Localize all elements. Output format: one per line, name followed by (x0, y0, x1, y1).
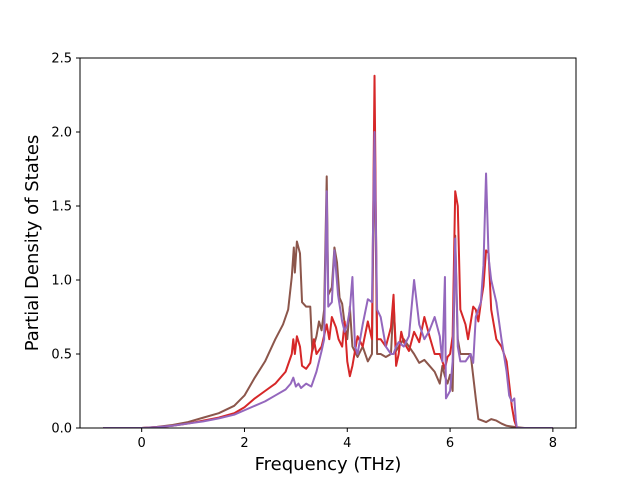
series-layer (103, 74, 553, 428)
y-tick-label: 1.0 (51, 274, 72, 289)
x-tick-label: 8 (549, 436, 557, 451)
series-line-3 (103, 131, 553, 428)
y-tick-label: 0.0 (51, 422, 72, 437)
y-axis-ticks: 0.0 0.5 1.0 1.5 2.0 2.5 (51, 52, 80, 437)
y-tick-label: 1.5 (51, 200, 72, 215)
x-tick-label: 2 (240, 436, 248, 451)
x-tick-label: 4 (343, 436, 351, 451)
plot-frame (79, 57, 577, 429)
series-line-2 (103, 74, 553, 428)
y-axis-label: Partial Density of States (22, 135, 43, 352)
y-tick-label: 2.5 (51, 52, 72, 67)
y-tick-label: 2.0 (51, 126, 72, 141)
y-tick-label: 0.5 (51, 348, 72, 363)
x-tick-label: 0 (138, 436, 146, 451)
x-tick-label: 6 (446, 436, 454, 451)
x-axis-label: Frequency (THz) (255, 454, 402, 475)
x-axis-ticks: 0 2 4 6 8 (138, 428, 557, 451)
